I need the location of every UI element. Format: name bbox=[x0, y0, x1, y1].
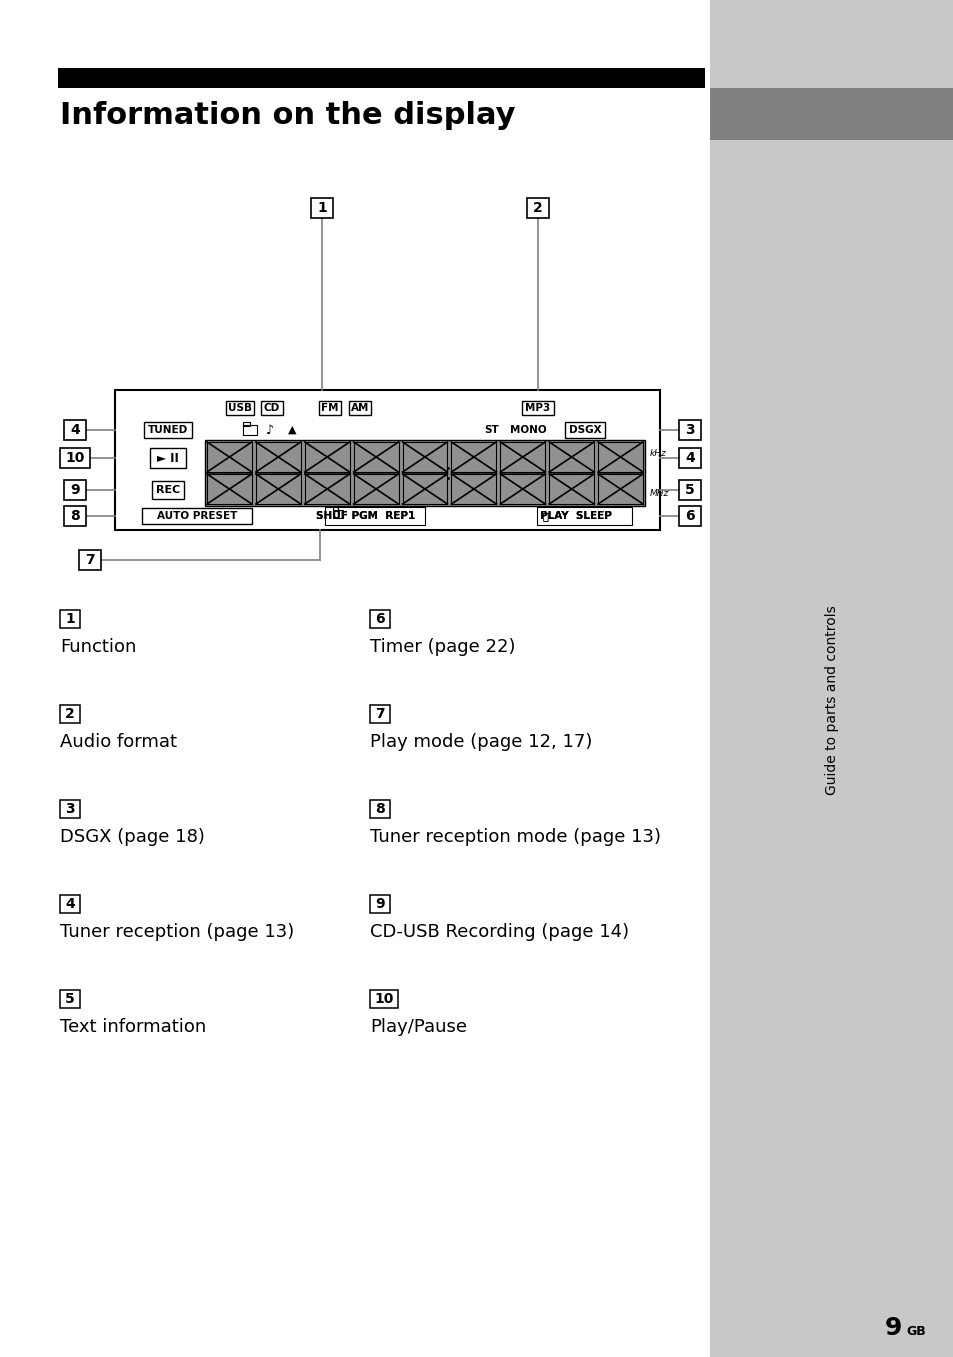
Text: 6: 6 bbox=[375, 612, 384, 626]
Text: 4: 4 bbox=[65, 897, 74, 911]
Text: AM: AM bbox=[351, 403, 369, 413]
Bar bbox=[679, 421, 700, 440]
Text: Function: Function bbox=[60, 638, 136, 655]
Bar bbox=[709, 88, 953, 140]
Text: MONO: MONO bbox=[509, 425, 546, 436]
Bar bbox=[325, 508, 424, 525]
Bar bbox=[370, 706, 390, 723]
Text: Play/Pause: Play/Pause bbox=[370, 1018, 467, 1035]
Bar bbox=[243, 425, 256, 436]
Bar bbox=[144, 422, 192, 438]
Bar bbox=[537, 508, 631, 525]
Text: GB: GB bbox=[905, 1324, 924, 1338]
Text: 9: 9 bbox=[71, 483, 80, 497]
Bar bbox=[60, 611, 80, 628]
Bar bbox=[60, 801, 80, 818]
Text: 2: 2 bbox=[65, 707, 74, 721]
Bar bbox=[349, 402, 371, 415]
Text: 10: 10 bbox=[65, 451, 85, 465]
Text: TUNED: TUNED bbox=[148, 425, 188, 436]
Text: ⏻: ⏻ bbox=[541, 512, 547, 521]
Bar bbox=[370, 801, 390, 818]
Bar bbox=[370, 896, 390, 913]
Text: MHz: MHz bbox=[649, 489, 669, 498]
Text: ST: ST bbox=[484, 425, 498, 436]
Text: 10: 10 bbox=[374, 992, 394, 1006]
Text: ▲: ▲ bbox=[288, 425, 296, 436]
Bar bbox=[261, 402, 283, 415]
Bar bbox=[311, 198, 333, 218]
Bar bbox=[64, 480, 86, 499]
Text: Text information: Text information bbox=[60, 1018, 206, 1035]
Text: DSGX: DSGX bbox=[568, 425, 600, 436]
Bar bbox=[60, 896, 80, 913]
Text: kHz: kHz bbox=[649, 449, 666, 457]
Text: 1: 1 bbox=[65, 612, 74, 626]
Bar bbox=[60, 448, 90, 468]
Text: 8: 8 bbox=[375, 802, 384, 816]
Text: CD-USB Recording (page 14): CD-USB Recording (page 14) bbox=[370, 923, 628, 940]
Text: Tuner reception (page 13): Tuner reception (page 13) bbox=[60, 923, 294, 940]
Bar bbox=[150, 448, 186, 468]
Bar bbox=[152, 480, 184, 499]
Text: 4: 4 bbox=[71, 423, 80, 437]
Bar bbox=[679, 506, 700, 527]
Text: MP3: MP3 bbox=[525, 403, 550, 413]
Bar bbox=[679, 448, 700, 468]
Bar bbox=[370, 991, 397, 1008]
Bar bbox=[521, 402, 554, 415]
Bar bbox=[58, 68, 704, 88]
Text: Timer (page 22): Timer (page 22) bbox=[370, 638, 515, 655]
Text: 4: 4 bbox=[684, 451, 694, 465]
Bar bbox=[333, 508, 337, 512]
Bar bbox=[79, 550, 101, 570]
Text: 9: 9 bbox=[884, 1316, 902, 1339]
Text: Play mode (page 12, 17): Play mode (page 12, 17) bbox=[370, 733, 592, 750]
Text: 5: 5 bbox=[65, 992, 74, 1006]
Text: CD: CD bbox=[264, 403, 280, 413]
Text: 2: 2 bbox=[533, 201, 542, 214]
Text: SHUF PGM  REP1: SHUF PGM REP1 bbox=[316, 512, 416, 521]
Text: 7: 7 bbox=[85, 554, 94, 567]
Bar bbox=[370, 611, 390, 628]
Text: DSGX (page 18): DSGX (page 18) bbox=[60, 828, 205, 845]
Text: 6: 6 bbox=[684, 509, 694, 522]
Text: SHUF PGM  REP1: SHUF PGM REP1 bbox=[316, 512, 416, 521]
Bar bbox=[64, 506, 86, 527]
Bar bbox=[564, 422, 604, 438]
Bar bbox=[60, 991, 80, 1008]
Text: ⏻: ⏻ bbox=[541, 512, 547, 521]
Text: Tuner reception mode (page 13): Tuner reception mode (page 13) bbox=[370, 828, 660, 845]
Bar bbox=[205, 440, 644, 506]
Bar bbox=[226, 402, 253, 415]
Text: PLAY  SLEEP: PLAY SLEEP bbox=[539, 512, 611, 521]
Bar bbox=[243, 422, 250, 426]
Text: Audio format: Audio format bbox=[60, 733, 177, 750]
Bar bbox=[679, 480, 700, 499]
Text: Guide to parts and controls: Guide to parts and controls bbox=[824, 605, 838, 795]
Text: 3: 3 bbox=[684, 423, 694, 437]
Text: 9: 9 bbox=[375, 897, 384, 911]
Bar bbox=[142, 508, 252, 524]
Text: ► II: ► II bbox=[157, 452, 179, 464]
Bar bbox=[333, 510, 343, 518]
Text: PLAY  SLEEP: PLAY SLEEP bbox=[539, 512, 611, 521]
Bar bbox=[64, 421, 86, 440]
Text: 7: 7 bbox=[375, 707, 384, 721]
Bar bbox=[318, 402, 340, 415]
Text: 5: 5 bbox=[684, 483, 694, 497]
Text: 3: 3 bbox=[65, 802, 74, 816]
Text: FM: FM bbox=[321, 403, 338, 413]
Text: USB: USB bbox=[228, 403, 252, 413]
Text: ♪: ♪ bbox=[266, 423, 274, 437]
Text: 1: 1 bbox=[316, 201, 327, 214]
Bar bbox=[60, 706, 80, 723]
Bar bbox=[526, 198, 548, 218]
Text: AUTO PRESET: AUTO PRESET bbox=[156, 512, 237, 521]
Bar bbox=[709, 0, 953, 1357]
Bar bbox=[115, 389, 659, 531]
Text: REC: REC bbox=[155, 484, 180, 495]
Text: 8: 8 bbox=[71, 509, 80, 522]
Text: Information on the display: Information on the display bbox=[60, 100, 515, 129]
